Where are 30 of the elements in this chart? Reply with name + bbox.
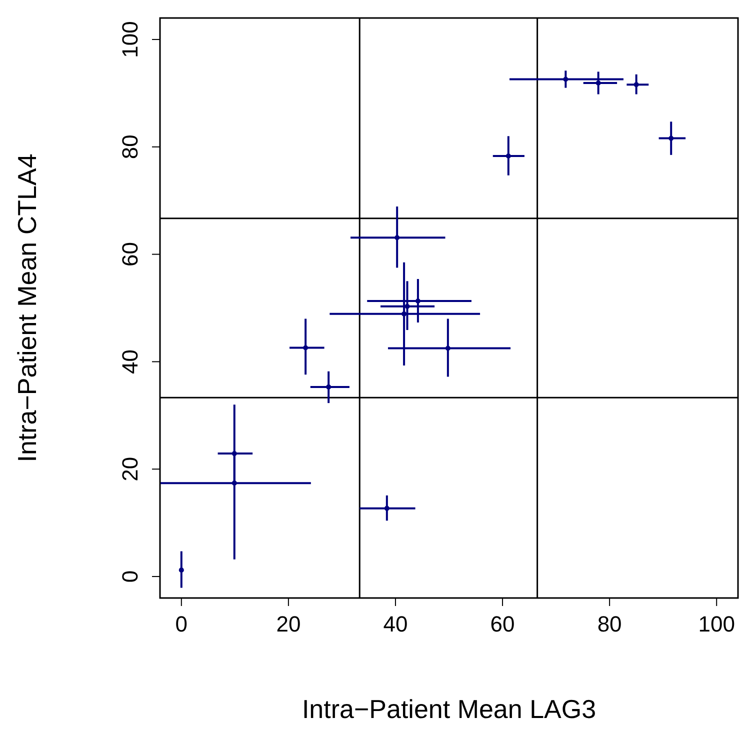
y-tick-label: 100 (118, 21, 143, 58)
y-tick-label: 20 (118, 456, 143, 482)
x-tick-label: 80 (597, 612, 622, 637)
x-tick-label: 40 (383, 612, 408, 637)
point (445, 346, 450, 351)
x-tick-label: 100 (698, 612, 735, 637)
point (384, 506, 390, 511)
point (232, 480, 237, 486)
point (326, 384, 332, 390)
point (394, 235, 400, 240)
y-axis-title: Intra−Patient Mean CTLA4 (12, 154, 42, 462)
point (668, 136, 674, 141)
point (563, 76, 568, 82)
point (178, 568, 184, 573)
point (404, 304, 410, 309)
point (402, 311, 407, 316)
y-tick-label: 60 (118, 242, 143, 267)
point (596, 80, 601, 86)
point (232, 451, 237, 456)
y-tick-label: 80 (118, 134, 143, 160)
point (506, 154, 511, 159)
x-tick-label: 60 (490, 612, 515, 637)
point (303, 345, 308, 350)
y-tick-label: 0 (118, 570, 143, 583)
point (634, 82, 639, 88)
y-tick-label: 40 (118, 349, 143, 374)
point (415, 298, 420, 304)
x-tick-label: 0 (175, 612, 188, 637)
x-axis-title: Intra−Patient Mean LAG3 (302, 694, 596, 724)
x-tick-label: 20 (276, 612, 301, 637)
